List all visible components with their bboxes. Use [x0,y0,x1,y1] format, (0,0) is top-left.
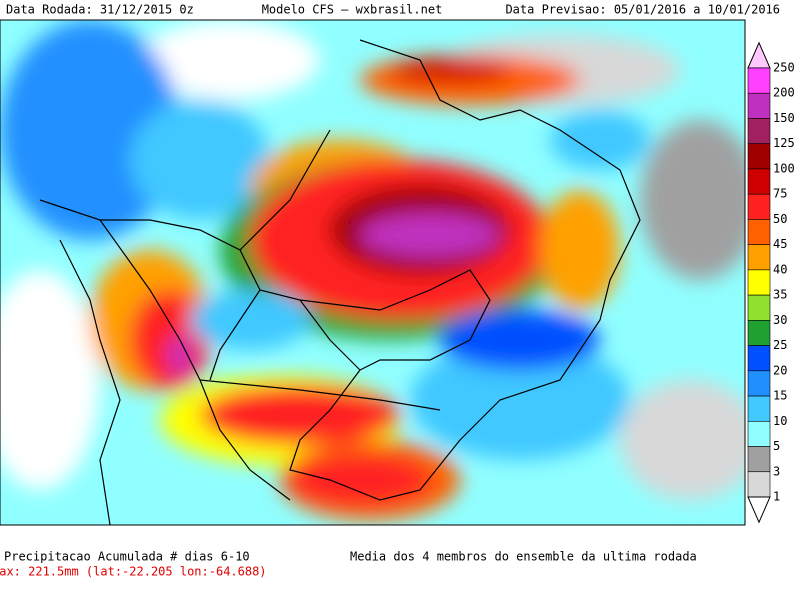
colorbar-cap [747,41,771,69]
colorbar: 250 200 150 125 100 75 50 45 40 35 30 25 20 15 10 5 3 1 [747,41,795,524]
colorbar-segment [747,143,771,170]
colorbar-label: 200 [773,86,795,100]
footer-title: Precipitacao Acumulada # dias 6-10 [4,550,250,564]
colorbar-label: 75 [773,187,787,201]
colorbar-label: 40 [773,262,787,276]
max-value: max: 221.5mm (lat:-22.205 lon:-64.688) [0,565,267,579]
colorbar-label: 100 [773,161,795,175]
colorbar-segment [747,219,771,245]
colorbar-label: 3 [773,464,780,478]
colorbar-segment [747,269,771,296]
model-name: Modelo CFS — wxbrasil.net [262,3,443,17]
colorbar-segment [747,244,771,271]
forecast-date: Data Previsao: 05/01/2016 a 10/01/2016 [505,3,780,17]
colorbar-label: 125 [773,136,795,150]
colorbar-label: 1 [773,490,780,504]
colorbar-segment [747,420,771,447]
map-frame [0,19,746,526]
colorbar-label: 50 [773,212,787,226]
borders [39,39,641,525]
colorbar-segment [747,193,771,220]
colorbar-label: 250 [773,61,795,75]
colorbar-segment [747,446,771,473]
colorbar-segment [747,168,771,195]
colorbar-segment [747,118,771,145]
colorbar-segment [747,320,771,346]
colorbar-label: 15 [773,389,787,403]
colorbar-label: 25 [773,338,787,352]
colorbar-segment [747,370,771,397]
colorbar-label: 30 [773,313,787,327]
precipitation-field [0,20,745,525]
colorbar-label: 45 [773,237,787,251]
colorbar-segment [747,471,771,498]
colorbar-segment [747,67,771,94]
colorbar-label: 150 [773,111,795,125]
colorbar-segment [747,345,771,372]
colorbar-segment [747,294,771,321]
footer-note: Media dos 4 membros do ensemble da ultim… [350,550,697,564]
colorbar-segment [747,395,771,422]
colorbar-segment [747,92,771,119]
colorbar-cap [747,496,771,524]
colorbar-label: 35 [773,288,787,302]
run-date: Data Rodada: 31/12/2015 0z [6,3,194,17]
colorbar-label: 10 [773,414,787,428]
colorbar-label: 20 [773,363,787,377]
colorbar-label: 5 [773,439,780,453]
